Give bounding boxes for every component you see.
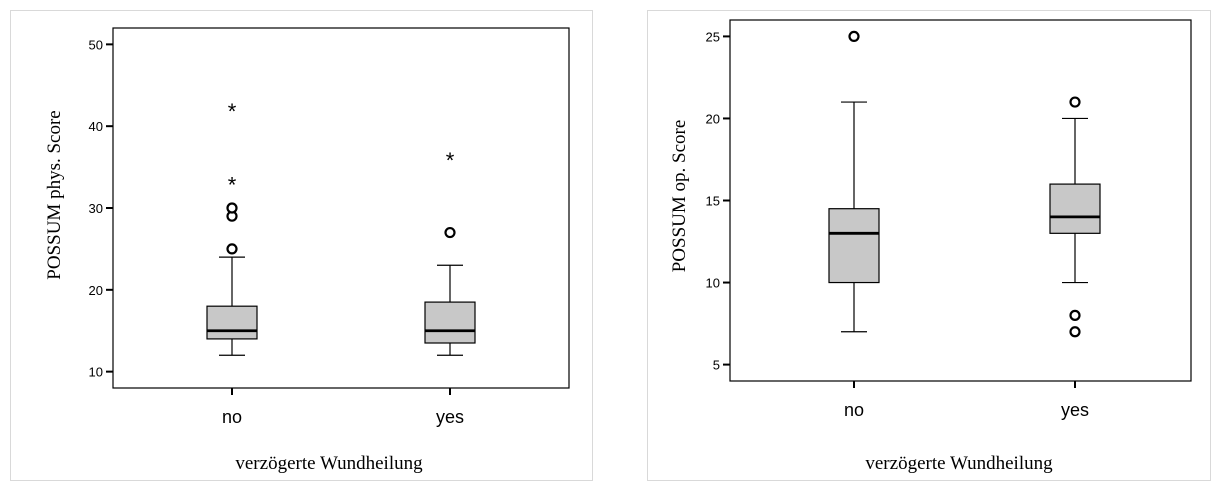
outlier-yes-1 <box>1069 309 1081 321</box>
x-tick-label-yes: yes <box>436 407 464 427</box>
possum-phys-boxplot: POSSUM phys. Score verzögerte Wundheilun… <box>10 10 593 481</box>
x-tick-label-yes: yes <box>1061 400 1089 420</box>
y-tick-label-40: 40 <box>89 119 103 134</box>
y-tick-label-10: 10 <box>89 365 103 380</box>
extreme-no-0: * <box>228 172 237 197</box>
outlier-no-2 <box>226 202 238 214</box>
x-tick-label-no: no <box>844 400 864 420</box>
x-axis-label: verzögerte Wundheilung <box>235 453 423 474</box>
extreme-yes-0: * <box>446 148 455 173</box>
box-no <box>206 305 258 340</box>
outlier-yes-0 <box>444 226 456 239</box>
y-tick-label-5: 5 <box>713 358 720 373</box>
plot-frame <box>112 27 570 389</box>
outlier-yes-0 <box>1069 326 1081 338</box>
y-tick-label-15: 15 <box>706 194 720 209</box>
y-tick-label-30: 30 <box>89 201 103 216</box>
possum-op-boxplot: POSSUM op. Score verzögerte Wundheilung … <box>647 10 1211 481</box>
y-tick-label-50: 50 <box>89 37 103 52</box>
left-chart-panel: POSSUM phys. Score verzögerte Wundheilun… <box>10 10 593 481</box>
panel-border <box>10 10 593 481</box>
y-axis-label: POSSUM phys. Score <box>44 110 65 279</box>
panel-border <box>647 10 1211 481</box>
box-yes <box>424 301 476 344</box>
outlier-no-0 <box>848 30 860 43</box>
box-yes <box>1049 183 1101 234</box>
x-tick-label-no: no <box>222 407 242 427</box>
y-tick-label-25: 25 <box>706 29 720 44</box>
right-chart-panel: POSSUM op. Score verzögerte Wundheilung … <box>606 0 1212 481</box>
box-no <box>828 208 880 284</box>
y-axis-label: POSSUM op. Score <box>669 120 690 273</box>
y-tick-label-20: 20 <box>89 283 103 298</box>
x-axis-label: verzögerte Wundheilung <box>865 453 1053 474</box>
y-tick-label-10: 10 <box>706 276 720 291</box>
outlier-yes-2 <box>1069 96 1081 108</box>
extreme-no-1: * <box>228 99 237 124</box>
plot-frame <box>729 19 1192 382</box>
outlier-no-0 <box>226 243 238 255</box>
y-tick-label-20: 20 <box>706 111 720 126</box>
